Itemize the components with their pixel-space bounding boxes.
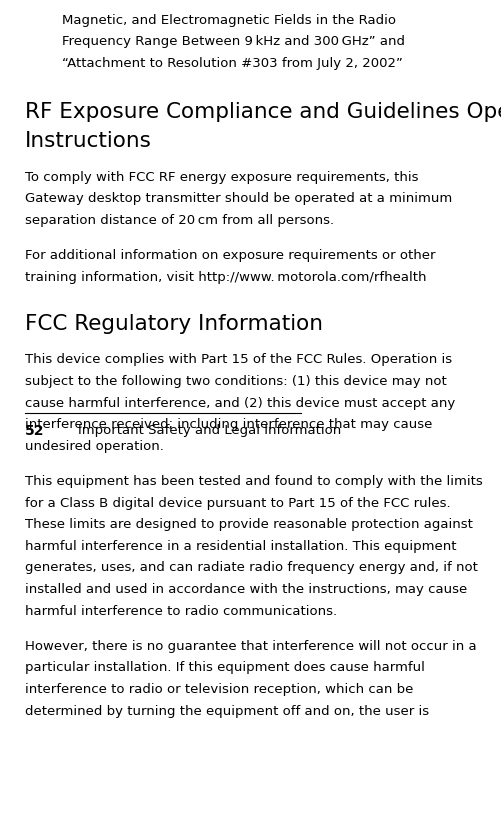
Text: Frequency Range Between 9 kHz and 300 GHz” and: Frequency Range Between 9 kHz and 300 GH… xyxy=(62,35,404,48)
Text: For additional information on exposure requirements or other: For additional information on exposure r… xyxy=(25,249,434,262)
Text: To comply with FCC RF energy exposure requirements, this: To comply with FCC RF energy exposure re… xyxy=(25,170,417,183)
Text: cause harmful interference, and (2) this device must accept any: cause harmful interference, and (2) this… xyxy=(25,396,454,410)
Text: determined by turning the equipment off and on, the user is: determined by turning the equipment off … xyxy=(25,704,428,717)
Text: This device complies with Part 15 of the FCC Rules. Operation is: This device complies with Part 15 of the… xyxy=(25,353,451,366)
Text: training information, visit http://www. motorola.com/rfhealth: training information, visit http://www. … xyxy=(25,270,425,283)
Text: separation distance of 20 cm from all persons.: separation distance of 20 cm from all pe… xyxy=(25,214,333,227)
Text: However, there is no guarantee that interference will not occur in a: However, there is no guarantee that inte… xyxy=(25,639,475,652)
Text: These limits are designed to provide reasonable protection against: These limits are designed to provide rea… xyxy=(25,518,472,531)
Text: Important Safety and Legal Information: Important Safety and Legal Information xyxy=(78,423,340,437)
Text: Magnetic, and Electromagnetic Fields in the Radio: Magnetic, and Electromagnetic Fields in … xyxy=(62,13,395,26)
Text: for a Class B digital device pursuant to Part 15 of the FCC rules.: for a Class B digital device pursuant to… xyxy=(25,496,449,509)
Text: interference to radio or television reception, which can be: interference to radio or television rece… xyxy=(25,682,412,695)
Text: installed and used in accordance with the instructions, may cause: installed and used in accordance with th… xyxy=(25,582,466,595)
Text: “Attachment to Resolution #303 from July 2, 2002”: “Attachment to Resolution #303 from July… xyxy=(62,57,402,70)
Text: FCC Regulatory Information: FCC Regulatory Information xyxy=(25,314,322,334)
Text: This equipment has been tested and found to comply with the limits: This equipment has been tested and found… xyxy=(25,474,481,487)
Text: subject to the following two conditions: (1) this device may not: subject to the following two conditions:… xyxy=(25,374,446,387)
Text: Instructions: Instructions xyxy=(25,131,151,152)
Text: RF Exposure Compliance and Guidelines Operating: RF Exposure Compliance and Guidelines Op… xyxy=(25,102,501,122)
Text: harmful interference to radio communications.: harmful interference to radio communicat… xyxy=(25,604,336,617)
Text: harmful interference in a residential installation. This equipment: harmful interference in a residential in… xyxy=(25,539,455,552)
Text: Gateway desktop transmitter should be operated at a minimum: Gateway desktop transmitter should be op… xyxy=(25,192,451,205)
Text: 52: 52 xyxy=(25,423,44,437)
Text: generates, uses, and can radiate radio frequency energy and, if not: generates, uses, and can radiate radio f… xyxy=(25,561,477,574)
Text: undesired operation.: undesired operation. xyxy=(25,439,163,452)
Text: interference received; including interference that may cause: interference received; including interfe… xyxy=(25,418,431,431)
Text: particular installation. If this equipment does cause harmful: particular installation. If this equipme… xyxy=(25,661,424,673)
